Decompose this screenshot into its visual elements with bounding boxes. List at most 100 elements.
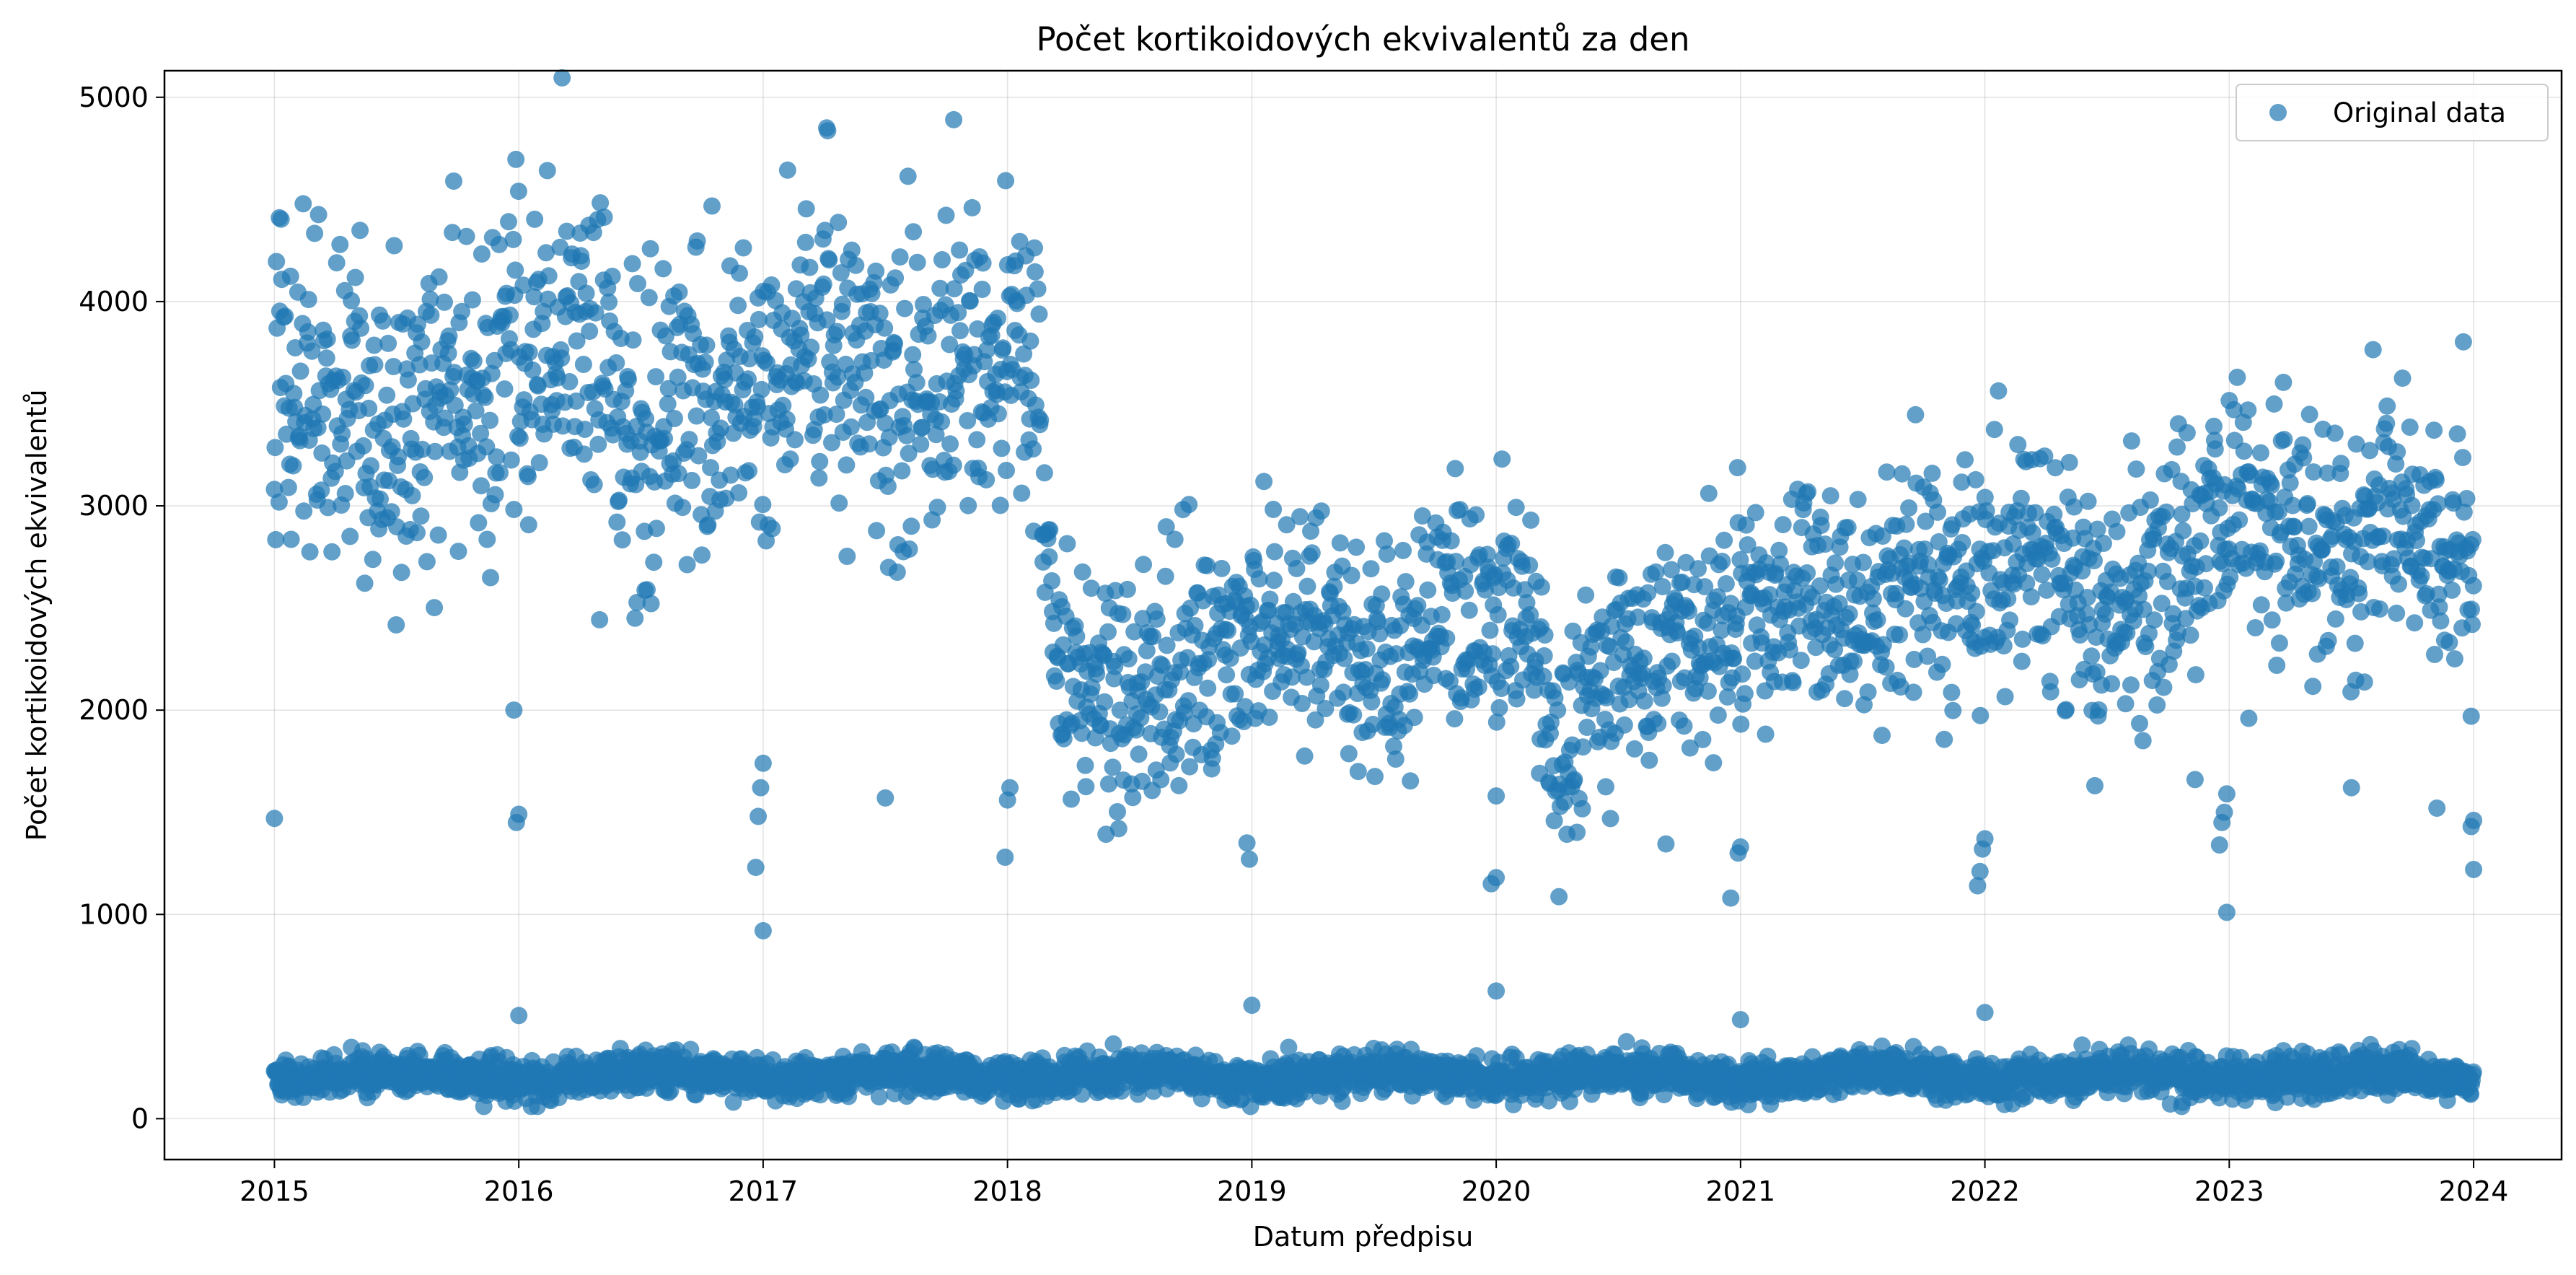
data-point [472, 477, 490, 495]
data-point [1577, 586, 1595, 604]
data-point [2103, 675, 2121, 693]
data-point [1784, 674, 1802, 692]
data-point [568, 332, 586, 350]
data-point [1302, 522, 1319, 540]
data-point [1696, 578, 1714, 596]
data-point [501, 306, 519, 324]
data-point [336, 485, 354, 502]
data-point [524, 361, 542, 379]
data-point [1713, 553, 1731, 570]
data-point [781, 450, 799, 468]
data-point [392, 564, 410, 582]
data-point [933, 251, 951, 268]
data-point [1640, 751, 1658, 769]
data-point [1477, 581, 1494, 599]
data-point [441, 381, 460, 399]
data-point [830, 214, 848, 232]
data-point [2131, 714, 2148, 732]
data-point [1653, 578, 1671, 595]
data-point [893, 462, 911, 480]
data-point [372, 490, 389, 508]
data-point [1200, 651, 1218, 669]
data-point [1995, 637, 2013, 655]
data-point [395, 410, 413, 428]
data-point [1725, 649, 1743, 667]
data-point [1502, 657, 1520, 675]
data-point [913, 419, 931, 437]
data-point [1125, 623, 1143, 641]
data-point [476, 388, 494, 406]
data-point [1373, 671, 1392, 689]
data-point [670, 283, 688, 301]
data-point [1897, 515, 1915, 533]
data-point [589, 435, 607, 453]
data-point [951, 322, 969, 340]
data-point [2079, 492, 2097, 510]
data-point [1792, 652, 1810, 670]
data-point [1402, 772, 1420, 790]
data-point [640, 289, 658, 307]
data-point [284, 457, 302, 475]
data-point [418, 553, 436, 571]
data-point [1487, 713, 1505, 731]
data-point [1757, 725, 1775, 743]
data-point [481, 411, 499, 429]
data-point [2001, 611, 2019, 629]
data-point [902, 517, 920, 535]
data-point [1985, 421, 2003, 439]
data-point [1663, 652, 1681, 670]
data-point [285, 385, 303, 403]
data-point [591, 610, 609, 628]
data-point [1157, 518, 1175, 536]
data-point [1082, 579, 1100, 597]
data-point [366, 356, 384, 374]
data-point [2043, 550, 2061, 568]
data-point [472, 424, 490, 442]
data-point [526, 210, 544, 228]
data-point [309, 206, 328, 224]
data-point [1653, 689, 1671, 707]
data-point [1342, 566, 1360, 584]
data-point [973, 281, 991, 298]
data-point [390, 448, 407, 466]
data-point [905, 361, 923, 378]
data-point [915, 296, 932, 313]
data-point [1535, 647, 1553, 665]
data-point [1812, 517, 1830, 535]
data-point [1226, 685, 1244, 703]
data-point [1568, 823, 1586, 841]
data-point [538, 162, 556, 180]
data-point [279, 478, 297, 496]
data-point [356, 377, 374, 395]
data-point [1047, 672, 1065, 690]
data-point [496, 380, 514, 398]
data-point [1148, 610, 1166, 628]
data-point [306, 224, 324, 242]
data-point [429, 526, 447, 544]
data-point [1073, 563, 1091, 581]
data-point [1503, 535, 1521, 553]
data-point [2148, 696, 2166, 714]
data-point [1104, 1035, 1122, 1053]
data-point [276, 307, 294, 325]
data-point [1013, 484, 1031, 502]
data-point [1545, 812, 1563, 830]
data-point [1582, 638, 1600, 656]
data-point [944, 456, 962, 474]
data-point [318, 330, 336, 348]
data-point [1132, 709, 1150, 727]
data-point [483, 364, 501, 382]
data-point [1446, 710, 1464, 728]
data-point [1109, 803, 1126, 820]
data-point [1549, 701, 1567, 719]
data-point [830, 494, 848, 512]
data-point [1629, 608, 1647, 626]
data-point [1821, 487, 1839, 505]
data-point [365, 336, 383, 354]
data-point [1715, 531, 1733, 549]
data-point [974, 254, 992, 272]
data-point [730, 484, 748, 501]
data-point [1386, 750, 1405, 768]
data-point [1170, 776, 1188, 794]
data-point [1468, 1047, 1485, 1065]
